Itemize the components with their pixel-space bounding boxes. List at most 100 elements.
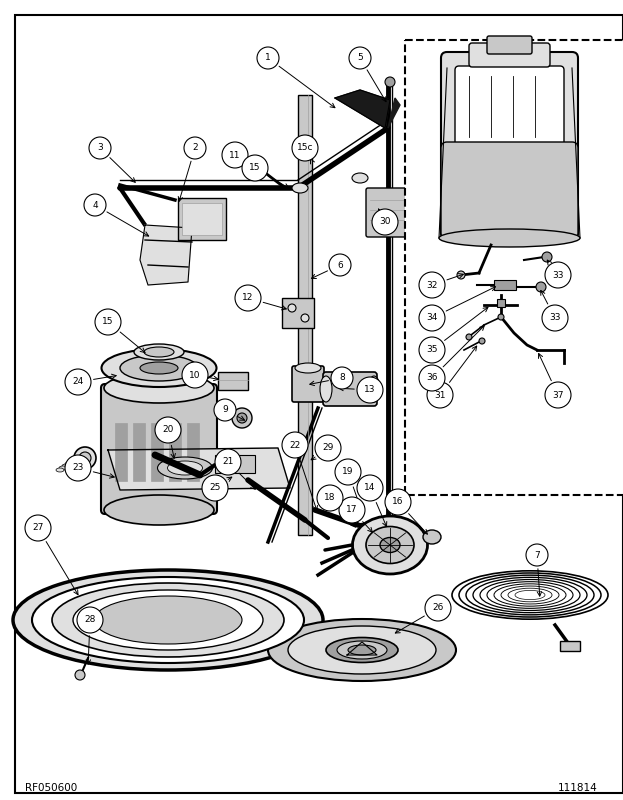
Circle shape <box>202 475 228 501</box>
Circle shape <box>251 158 261 168</box>
Text: 23: 23 <box>72 463 83 473</box>
Bar <box>405 40 623 495</box>
Circle shape <box>232 408 252 428</box>
Circle shape <box>357 475 383 501</box>
Bar <box>215 455 255 473</box>
Circle shape <box>317 485 343 511</box>
Ellipse shape <box>104 373 214 403</box>
Text: 36: 36 <box>426 374 438 382</box>
Text: 15: 15 <box>249 163 261 173</box>
Circle shape <box>339 497 365 523</box>
Circle shape <box>95 309 121 335</box>
Text: 3: 3 <box>97 143 103 153</box>
Ellipse shape <box>56 468 64 472</box>
Text: 5: 5 <box>357 54 363 62</box>
Circle shape <box>419 365 445 391</box>
Circle shape <box>536 282 546 292</box>
Text: 33: 33 <box>552 270 564 279</box>
Bar <box>298 95 312 535</box>
Circle shape <box>84 194 106 216</box>
Text: 12: 12 <box>242 294 254 302</box>
Circle shape <box>301 314 309 322</box>
Ellipse shape <box>439 229 580 247</box>
Circle shape <box>75 670 85 680</box>
Text: 35: 35 <box>426 346 438 354</box>
Text: 111814: 111814 <box>558 783 598 793</box>
Circle shape <box>282 432 308 458</box>
Ellipse shape <box>353 516 427 574</box>
Text: 15c: 15c <box>297 143 313 153</box>
Text: 8: 8 <box>339 374 345 382</box>
Text: 34: 34 <box>426 314 438 322</box>
Text: 6: 6 <box>337 261 343 270</box>
Circle shape <box>335 459 361 485</box>
Ellipse shape <box>380 538 400 553</box>
Ellipse shape <box>368 376 380 402</box>
Circle shape <box>184 137 206 159</box>
Circle shape <box>372 209 398 235</box>
Text: 26: 26 <box>432 603 444 613</box>
Ellipse shape <box>104 495 214 525</box>
Circle shape <box>385 77 395 87</box>
Bar <box>560 641 580 651</box>
Text: 17: 17 <box>346 506 358 514</box>
Text: 20: 20 <box>163 426 174 434</box>
Circle shape <box>288 304 296 312</box>
Circle shape <box>155 417 181 443</box>
Text: 33: 33 <box>549 314 561 322</box>
Circle shape <box>526 544 548 566</box>
Ellipse shape <box>158 457 212 479</box>
Text: 37: 37 <box>552 390 564 399</box>
Circle shape <box>542 305 568 331</box>
Ellipse shape <box>295 363 321 373</box>
Circle shape <box>545 382 571 408</box>
Text: 14: 14 <box>364 483 376 493</box>
Text: 28: 28 <box>84 615 96 625</box>
Circle shape <box>65 455 91 481</box>
Text: 7: 7 <box>534 550 540 559</box>
Circle shape <box>214 399 236 421</box>
Circle shape <box>425 595 451 621</box>
Ellipse shape <box>65 462 73 466</box>
Polygon shape <box>108 448 290 490</box>
Circle shape <box>237 413 247 423</box>
FancyBboxPatch shape <box>323 372 377 406</box>
Circle shape <box>545 262 571 288</box>
Ellipse shape <box>52 583 284 657</box>
Bar <box>494 280 516 290</box>
Circle shape <box>65 369 91 395</box>
FancyBboxPatch shape <box>292 366 324 402</box>
Circle shape <box>479 338 485 344</box>
Circle shape <box>427 382 453 408</box>
Ellipse shape <box>320 376 332 402</box>
Circle shape <box>419 337 445 363</box>
Text: 10: 10 <box>189 370 201 379</box>
Text: 21: 21 <box>222 458 234 466</box>
Text: 15: 15 <box>102 318 114 326</box>
Text: 32: 32 <box>426 281 438 290</box>
Text: 30: 30 <box>379 218 391 226</box>
Ellipse shape <box>168 461 202 475</box>
Polygon shape <box>335 90 390 128</box>
Circle shape <box>419 305 445 331</box>
Text: 29: 29 <box>322 443 334 453</box>
Ellipse shape <box>120 355 198 381</box>
Ellipse shape <box>68 460 76 464</box>
Ellipse shape <box>348 645 376 655</box>
Ellipse shape <box>292 183 308 193</box>
Ellipse shape <box>326 638 398 662</box>
Text: 24: 24 <box>72 378 83 386</box>
Ellipse shape <box>13 570 323 670</box>
Circle shape <box>542 252 552 262</box>
Ellipse shape <box>74 447 96 469</box>
Text: 31: 31 <box>434 390 445 399</box>
Ellipse shape <box>102 349 217 387</box>
Circle shape <box>329 254 351 276</box>
Ellipse shape <box>144 347 174 357</box>
Text: 11: 11 <box>229 150 240 159</box>
Circle shape <box>235 285 261 311</box>
FancyBboxPatch shape <box>441 52 578 239</box>
Text: 13: 13 <box>364 386 376 394</box>
Circle shape <box>357 377 383 403</box>
Bar <box>218 372 248 390</box>
